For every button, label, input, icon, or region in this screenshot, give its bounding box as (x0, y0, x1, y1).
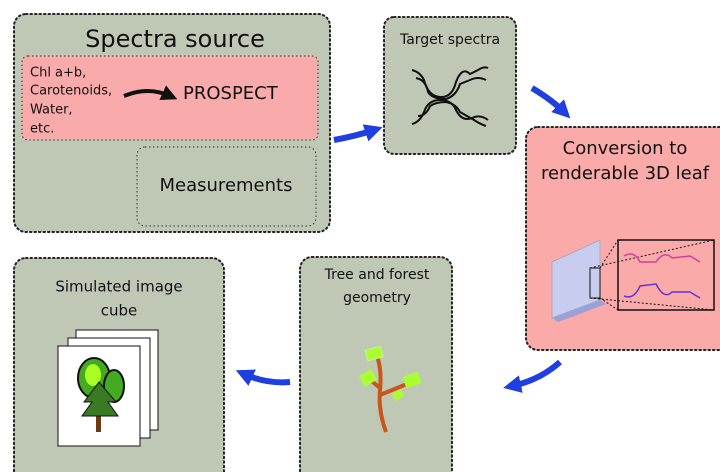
input-label: Carotenoids, (30, 84, 112, 99)
node-title: Simulated image (55, 278, 182, 296)
node-title: Target spectra (399, 32, 500, 48)
node-title: Tree and forest (324, 267, 430, 283)
flow-arrow (235, 369, 291, 386)
model-label: PROSPECT (183, 83, 279, 104)
flow-arrow (333, 124, 383, 143)
target-spectra-node: Target spectra (383, 16, 517, 155)
node-title: geometry (343, 290, 411, 306)
node-title: Conversion to (563, 138, 688, 159)
conversion-node: Conversion to renderable 3D leaf (525, 126, 720, 351)
input-label: Chl a+b, (30, 66, 86, 81)
node-title: Spectra source (85, 25, 265, 53)
measurements-label: Measurements (160, 175, 293, 196)
node-title: cube (101, 302, 138, 320)
flow-arrow (530, 85, 571, 119)
flow-arrow (503, 359, 563, 393)
spectra-source-node: Spectra source Chl a+b, Carotenoids, Wat… (13, 13, 331, 233)
tree-geometry-node: Tree and forest geometry (299, 256, 453, 472)
node-title: renderable 3D leaf (541, 163, 710, 184)
input-label: Water, (30, 103, 73, 118)
input-label: etc. (30, 122, 54, 137)
arrow (123, 85, 178, 100)
image-cube-node: Simulated image cube (13, 257, 225, 472)
